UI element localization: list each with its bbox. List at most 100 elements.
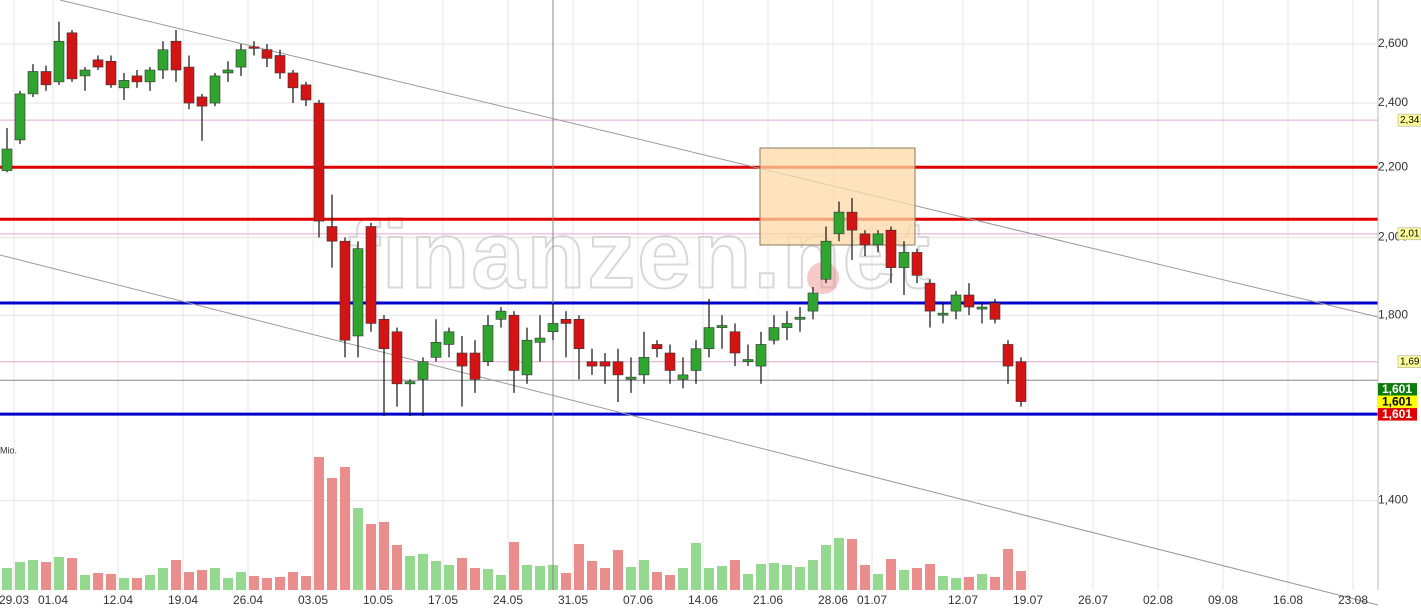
price-tag-label: 1,601	[1382, 382, 1412, 396]
candle-body	[625, 376, 637, 380]
y-tick-label: 2,200	[1378, 159, 1408, 173]
x-tick-label: 19.07	[1013, 593, 1043, 607]
volume-bar	[444, 565, 454, 590]
volume-bar	[769, 563, 779, 590]
x-tick-label: 21.06	[753, 593, 783, 607]
candle-body	[40, 71, 52, 86]
volume-bar	[353, 508, 363, 590]
candle-body	[560, 319, 572, 324]
marker-tag	[1397, 355, 1421, 368]
candle-body	[716, 325, 728, 328]
candle-body	[274, 55, 286, 74]
x-tick-label: 17.05	[428, 593, 458, 607]
x-tick-label: 12.07	[948, 593, 978, 607]
candle-body	[222, 69, 234, 74]
volume-bar	[67, 558, 77, 590]
volume-bar	[587, 561, 597, 590]
candle-body	[651, 344, 663, 350]
volume-bar	[1003, 549, 1013, 590]
candle-body	[781, 323, 793, 328]
marker-tag	[1397, 227, 1421, 241]
candle-body	[209, 75, 221, 104]
volume-bar	[158, 568, 168, 590]
candle-body	[482, 325, 494, 362]
candle-body	[1, 148, 13, 171]
candle-body	[157, 49, 169, 71]
candle-body	[989, 302, 1001, 320]
candle-body	[456, 352, 468, 367]
volume-bar	[938, 576, 948, 590]
volume-bar	[80, 575, 90, 590]
price-tag-label: 1,601	[1382, 394, 1412, 408]
candle-body	[612, 361, 624, 376]
x-tick-label: 26.04	[233, 593, 263, 607]
candle-body	[326, 226, 338, 242]
candle-body	[27, 71, 39, 95]
candle-body	[937, 312, 949, 316]
volume-bar	[431, 561, 441, 590]
volume-label: Mio.	[0, 445, 17, 455]
candle-body	[872, 233, 884, 246]
volume-bar	[561, 573, 571, 590]
volume-bar	[821, 545, 831, 590]
volume-bar	[2, 568, 12, 590]
candle-body	[53, 40, 65, 83]
candle-body	[586, 361, 598, 367]
volume-bar	[912, 568, 922, 590]
volume-bar	[873, 574, 883, 590]
x-tick-label: 03.05	[298, 593, 328, 607]
levels-layer	[0, 119, 1378, 416]
volume-bar	[925, 564, 935, 590]
volume-bar	[951, 578, 961, 590]
candle-body	[963, 294, 975, 308]
candle-body	[703, 327, 715, 350]
volume-bar	[340, 467, 350, 590]
candle-body	[742, 359, 754, 362]
candle-body	[105, 60, 117, 86]
candle-body	[807, 292, 819, 312]
candle-body	[638, 357, 650, 376]
candle-body	[443, 331, 455, 345]
candle-body	[118, 80, 130, 89]
candle-body	[1002, 344, 1014, 367]
marker-label: 1,69	[1400, 356, 1420, 367]
volume-bar	[886, 559, 896, 590]
volume-bar	[977, 574, 987, 590]
volume-bar	[691, 543, 701, 590]
candle-body	[261, 49, 273, 59]
candle-body	[391, 331, 403, 385]
x-tick-label: 01.07	[857, 593, 887, 607]
volume-bar	[405, 556, 415, 590]
volume-bar	[15, 562, 25, 590]
volume-bar	[41, 562, 51, 590]
candles-layer	[1, 21, 1027, 417]
volume-bar	[574, 544, 584, 590]
candle-body	[846, 211, 858, 231]
y-tick-label: 2,600	[1378, 36, 1408, 50]
candle-body	[196, 96, 208, 107]
y-tick-label: 1,800	[1378, 307, 1408, 321]
candle-body	[1015, 361, 1027, 402]
volume-bar	[132, 578, 142, 590]
candle-body	[248, 46, 260, 49]
volume-bar	[652, 572, 662, 590]
candle-body	[950, 294, 962, 312]
marker-label: 2,01	[1400, 228, 1420, 239]
volume-bar	[119, 578, 129, 590]
candle-body	[924, 282, 936, 312]
x-tick-label: 26.07	[1078, 593, 1108, 607]
candle-body	[547, 323, 559, 333]
candle-body	[885, 229, 897, 268]
candle-body	[755, 344, 767, 367]
candle-body	[144, 69, 156, 83]
candle-body	[508, 314, 520, 371]
candle-body	[911, 252, 923, 276]
price-tag	[1378, 395, 1417, 409]
volume-bar	[808, 560, 818, 590]
volume-bar	[717, 566, 727, 590]
candle-body	[768, 327, 780, 341]
candle-body	[599, 361, 611, 367]
price-tag-label: 1,601	[1382, 407, 1412, 421]
candle-body	[534, 337, 546, 343]
